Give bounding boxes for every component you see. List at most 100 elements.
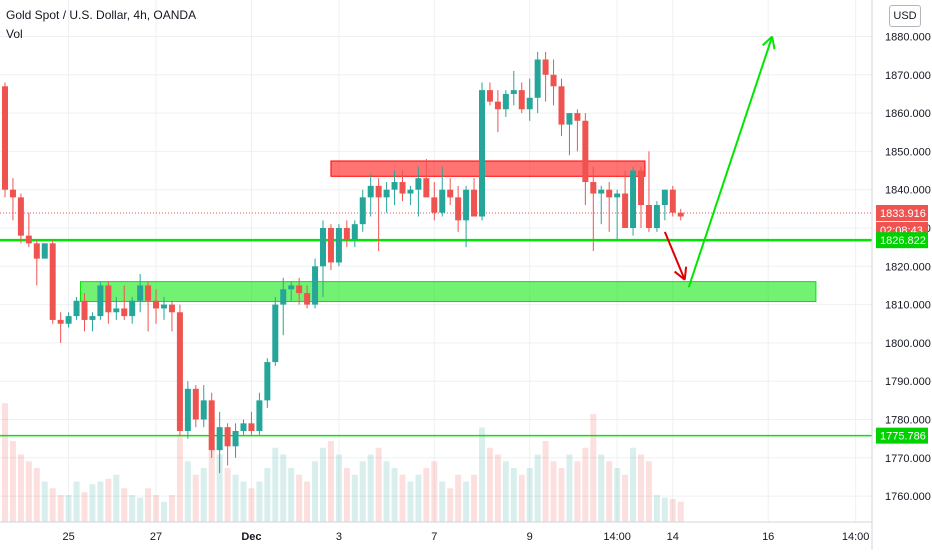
candle-body — [510, 90, 517, 94]
y-tick-label: 1790.000 — [885, 376, 931, 388]
volume-bar — [455, 474, 462, 522]
green-arrow-shaft — [687, 36, 774, 288]
x-tick-label: 27 — [150, 531, 162, 543]
price-label: 1775.786 — [880, 431, 926, 443]
volume-bar — [208, 447, 215, 522]
candle-body — [161, 304, 167, 309]
volume-bar — [359, 461, 366, 522]
candle-body — [407, 189, 414, 194]
red-arrow-head — [673, 270, 686, 281]
candle-body — [558, 86, 565, 125]
candle-body — [296, 285, 303, 294]
volume-bar — [129, 495, 136, 522]
candle-body — [327, 228, 334, 263]
volume-bar — [145, 488, 152, 522]
volume-bar — [240, 481, 247, 522]
price-label-box — [876, 427, 928, 444]
candle-body — [240, 423, 247, 431]
candle-body — [606, 189, 613, 198]
volume-bar — [335, 454, 342, 522]
volume-bar — [351, 474, 358, 522]
candle-body — [439, 189, 446, 213]
candle-body — [65, 316, 72, 324]
volume-bar — [216, 454, 223, 522]
candle-body — [304, 293, 311, 305]
x-tick-label: 14:00 — [603, 531, 631, 543]
candle-body — [224, 427, 231, 447]
candle-body — [25, 235, 32, 244]
red-arrow-shaft — [663, 231, 686, 281]
candle-body — [590, 182, 597, 194]
candle-body — [630, 170, 637, 228]
volume-bar — [33, 468, 40, 522]
volume-bar — [534, 454, 541, 522]
x-tick-label: 14:00 — [842, 531, 870, 543]
volume-bar — [49, 488, 56, 522]
volume-bar — [550, 461, 557, 522]
candle-body — [208, 400, 215, 451]
volume-bar — [296, 474, 303, 522]
volume-bar — [630, 447, 637, 522]
volume-bar — [661, 497, 668, 522]
volume-bar — [248, 488, 255, 522]
volume-bar — [176, 434, 183, 522]
candle-body — [367, 185, 374, 198]
candle-body — [2, 86, 8, 190]
volume-bar — [399, 474, 406, 522]
volume-bar — [431, 461, 438, 522]
price-label: 1833.916 — [880, 208, 926, 220]
candle-body — [574, 113, 581, 121]
candle-body — [9, 189, 16, 198]
candle-body — [463, 189, 470, 221]
volume-bar — [463, 481, 470, 522]
volume-bar — [415, 474, 422, 522]
volume-bar — [312, 461, 319, 522]
price-label: 1826.822 — [880, 235, 926, 247]
candle-body — [81, 300, 88, 320]
x-tick-label: 3 — [336, 531, 342, 543]
candle-body — [256, 400, 263, 431]
candle-body — [645, 205, 652, 228]
volume-bar — [590, 414, 597, 522]
volume-bar — [367, 454, 374, 522]
support-zone — [80, 281, 817, 303]
candle-body — [542, 59, 549, 75]
green-arrow-head — [771, 36, 776, 50]
volume-bar — [184, 461, 191, 522]
volume-bar — [2, 403, 8, 522]
candle-body — [248, 423, 255, 431]
candle-body — [272, 304, 279, 363]
candle-body — [526, 97, 533, 110]
candle-body — [288, 285, 295, 290]
candle-body — [423, 178, 430, 198]
candle-body — [582, 120, 589, 183]
candle-body — [312, 266, 319, 305]
currency-button[interactable]: USD — [889, 5, 921, 27]
candle-body — [57, 319, 64, 324]
volume-bar — [137, 497, 144, 522]
candle-body — [129, 300, 136, 317]
candle-body — [486, 90, 493, 102]
volume-bar — [598, 454, 605, 522]
candle-body — [176, 312, 183, 431]
volume-bar — [327, 441, 334, 522]
y-tick-label: 1840.000 — [885, 185, 931, 197]
volume-bar — [105, 478, 112, 522]
volume-bar — [41, 481, 48, 522]
candle-body — [184, 388, 191, 431]
candle-body — [73, 300, 80, 317]
volume-bar — [383, 461, 390, 522]
candle-body — [471, 189, 478, 217]
volume-bar — [447, 488, 454, 522]
y-tick-label: 1760.000 — [885, 491, 931, 503]
candle-body — [614, 193, 621, 198]
candle-body — [653, 205, 660, 228]
volume-bar — [677, 501, 684, 522]
candle-body — [534, 59, 541, 98]
volume-bar — [17, 454, 24, 522]
volume-bar — [288, 468, 295, 522]
volume-bar — [320, 447, 326, 522]
x-tick-label: 16 — [762, 531, 774, 543]
